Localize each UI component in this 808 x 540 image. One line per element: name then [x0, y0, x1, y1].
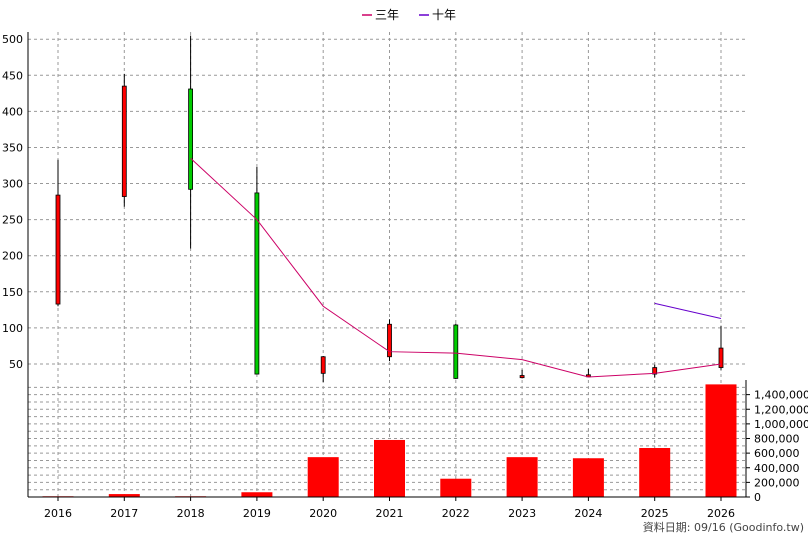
legend-label: 三年: [375, 8, 399, 22]
volume-tick-label: 1,200,000: [754, 403, 808, 416]
volume-bar: [241, 492, 273, 497]
candle-body: [55, 194, 61, 305]
grid: [28, 32, 746, 498]
volume-tick-label: 0: [754, 491, 761, 504]
price-tick-label: 100: [2, 322, 23, 335]
year-tick-label: 2022: [442, 507, 470, 520]
candle-body: [121, 85, 127, 197]
candle-body: [519, 375, 525, 379]
moving-average-lines: [190, 157, 722, 378]
price-tick-label: 150: [2, 286, 23, 299]
legend: 三年 十年: [362, 8, 456, 22]
candles: [55, 35, 724, 382]
price-tick-label: 450: [2, 69, 23, 82]
candle-body: [320, 356, 326, 374]
year-tick-label: 2019: [243, 507, 271, 520]
price-tick-label: 500: [2, 33, 23, 46]
volume-tick-label: 400,000: [754, 462, 800, 475]
year-tick-label: 2024: [574, 507, 602, 520]
volume-bar: [307, 457, 339, 497]
footer-source: 資料日期: 09/16 (Goodinfo.tw): [643, 520, 804, 534]
year-tick-label: 2018: [177, 507, 205, 520]
year-tick-label: 2023: [508, 507, 536, 520]
volume-tick-label: 800,000: [754, 433, 800, 446]
candle-body: [453, 324, 459, 379]
volume-bar: [108, 494, 140, 497]
volume-tick-label: 600,000: [754, 447, 800, 460]
candle-body: [387, 323, 392, 358]
candle-body: [718, 347, 724, 368]
year-tick-label: 2017: [110, 507, 138, 520]
volume-bar: [374, 439, 405, 497]
price-tick-label: 350: [2, 141, 23, 154]
volume-bar: [572, 458, 604, 497]
year-tick-label: 2026: [707, 507, 735, 520]
price-tick-label: 50: [9, 358, 23, 371]
year-tick-label: 2021: [376, 507, 404, 520]
volume-tick-label: 200,000: [754, 476, 800, 489]
candle-body: [188, 88, 194, 190]
year-tick-label: 2025: [641, 507, 669, 520]
year-tick-label: 2020: [309, 507, 337, 520]
year-tick-label: 2016: [44, 507, 72, 520]
line-series: [190, 157, 722, 378]
volume-tick-label: 1,400,000: [754, 389, 808, 402]
price-tick-label: 300: [2, 178, 23, 191]
volume-tick-label: 1,000,000: [754, 418, 808, 431]
volume-bar: [506, 457, 538, 497]
volume-bars: [42, 384, 737, 498]
price-tick-label: 400: [2, 105, 23, 118]
volume-bar: [705, 384, 737, 497]
candle-body: [254, 192, 260, 375]
volume-bar: [639, 448, 671, 497]
price-tick-label: 250: [2, 214, 23, 227]
candle-body: [652, 367, 658, 375]
line-series: [654, 302, 722, 319]
axes: [27, 32, 750, 501]
tick-labels: 50 100 150 200 250 300 350 400 450 500 0 200,000400…: [2, 33, 808, 520]
volume-bar: [440, 478, 472, 497]
price-tick-label: 200: [2, 250, 23, 263]
legend-label: 十年: [432, 8, 456, 22]
